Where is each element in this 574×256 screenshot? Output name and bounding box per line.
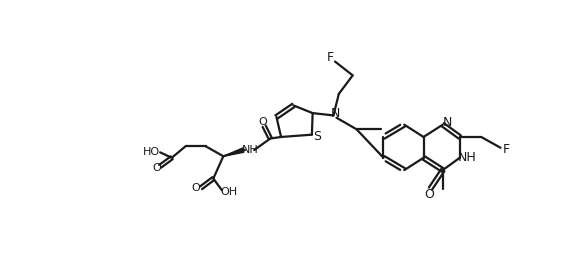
Text: NH: NH bbox=[458, 151, 477, 164]
Text: F: F bbox=[502, 143, 510, 156]
Polygon shape bbox=[223, 148, 243, 156]
Text: O: O bbox=[424, 188, 434, 201]
Text: O: O bbox=[191, 183, 200, 193]
Text: NH: NH bbox=[242, 145, 259, 155]
Text: N: N bbox=[443, 116, 452, 129]
Text: HO: HO bbox=[142, 147, 160, 157]
Text: O: O bbox=[153, 163, 161, 173]
Text: S: S bbox=[313, 130, 321, 143]
Text: O: O bbox=[258, 116, 267, 126]
Text: OH: OH bbox=[220, 187, 237, 197]
Text: F: F bbox=[327, 51, 334, 64]
Text: N: N bbox=[330, 107, 340, 120]
